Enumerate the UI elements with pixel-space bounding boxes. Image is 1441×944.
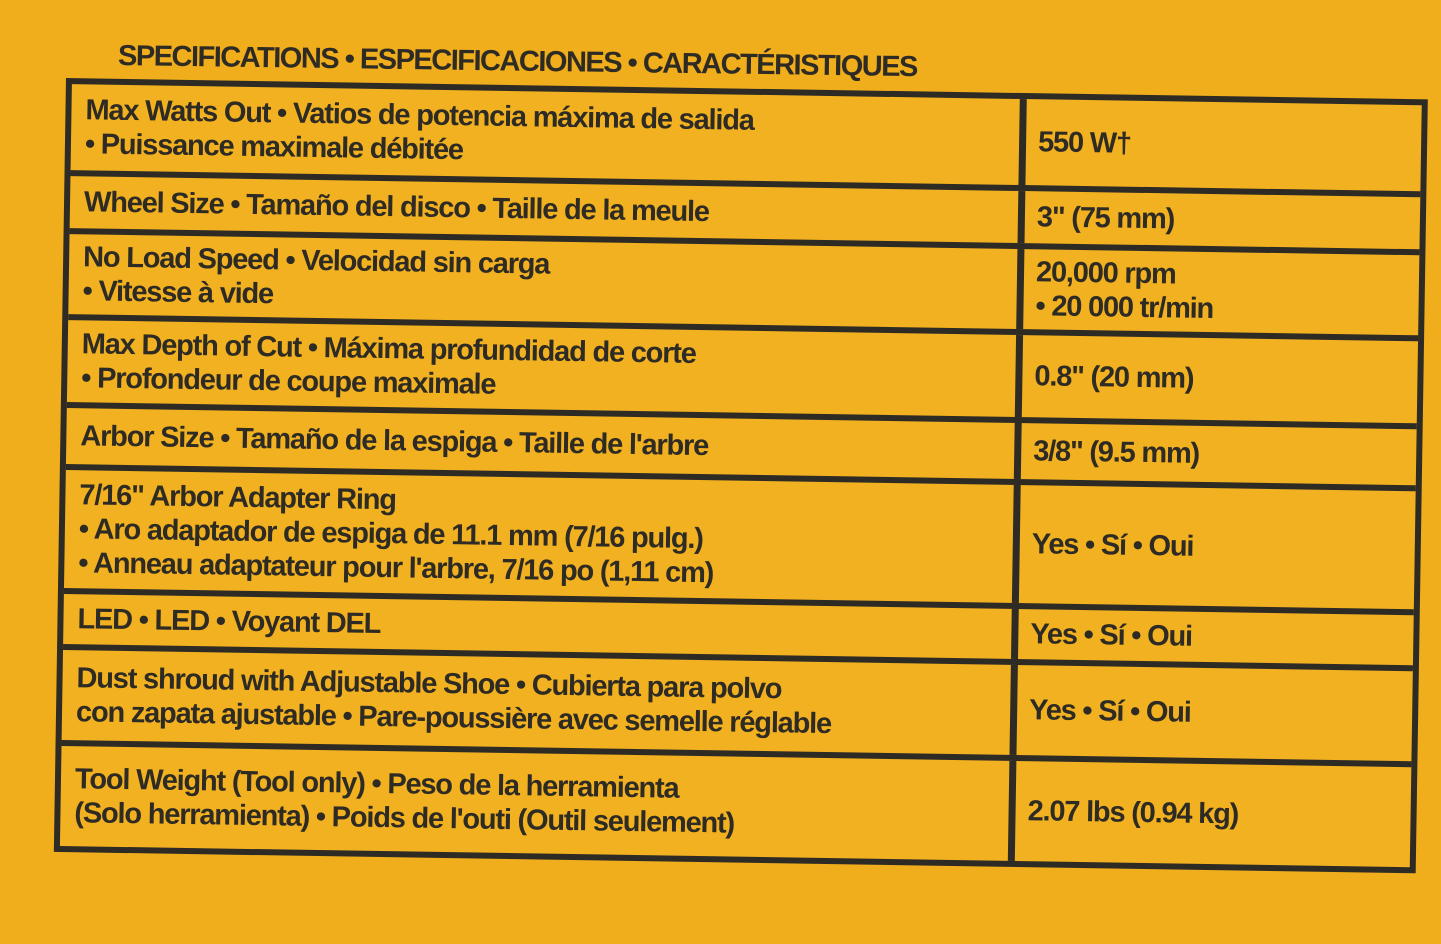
spec-value-line: Yes • Sí • Oui (1030, 618, 1193, 653)
spec-label: 7/16" Arbor Adapter Ring • Aro adaptador … (63, 470, 1021, 604)
specifications-table: Max Watts Out • Vatios de potencia máxim… (53, 78, 1428, 874)
spec-value: Yes • Sí • Oui (1016, 665, 1412, 761)
spec-label: Tool Weight (Tool only) • Peso de la her… (59, 746, 1017, 861)
specifications-heading: SPECIFICATIONS • ESPECIFICACIONES • CARA… (117, 40, 918, 84)
spec-label-line: Wheel Size • Tamaño del disco • Taille d… (83, 186, 710, 229)
spec-value-line: 3" (75 mm) (1036, 201, 1175, 236)
spec-value: 550 W† (1025, 99, 1421, 191)
spec-label: Dust shroud with Adjustable Shoe • Cubie… (61, 650, 1018, 756)
spec-label: No Load Speed • Velocidad sin carga • Vit… (68, 234, 1025, 330)
spec-row: 7/16" Arbor Adapter Ring • Aro adaptador … (63, 464, 1416, 610)
spec-value: 3/8" (9.5 mm) (1021, 423, 1417, 485)
spec-value: 0.8" (20 mm) (1022, 335, 1418, 423)
spec-value-line: Yes • Sí • Oui (1028, 694, 1191, 729)
spec-value-line: • 20 000 tr/min (1035, 290, 1214, 326)
spec-value: Yes • Sí • Oui (1018, 609, 1414, 665)
spec-value: Yes • Sí • Oui (1019, 485, 1416, 609)
spec-label: Max Watts Out • Vatios de potencia máxim… (70, 84, 1027, 186)
spec-label-line: LED • LED • Voyant DEL (77, 603, 381, 641)
spec-value: 3" (75 mm) (1025, 191, 1421, 249)
spec-label: Max Depth of Cut • Máxima profundidad de… (66, 320, 1024, 418)
spec-value: 2.07 lbs (0.94 kg) (1015, 761, 1412, 867)
spec-value-line: Yes • Sí • Oui (1031, 528, 1194, 563)
spec-value-line: 550 W† (1037, 126, 1132, 160)
spec-row: Tool Weight (Tool only) • Peso de la her… (59, 740, 1412, 868)
spec-value: 20,000 rpm • 20 000 tr/min (1023, 249, 1419, 335)
spec-value-line: 0.8" (20 mm) (1034, 360, 1194, 395)
spec-value-line: 2.07 lbs (0.94 kg) (1027, 795, 1239, 831)
spec-label-line: Arbor Size • Tamaño de la espiga • Taill… (80, 420, 709, 463)
spec-value-line: 20,000 rpm (1035, 256, 1176, 291)
spec-value-line: 3/8" (9.5 mm) (1033, 435, 1200, 470)
